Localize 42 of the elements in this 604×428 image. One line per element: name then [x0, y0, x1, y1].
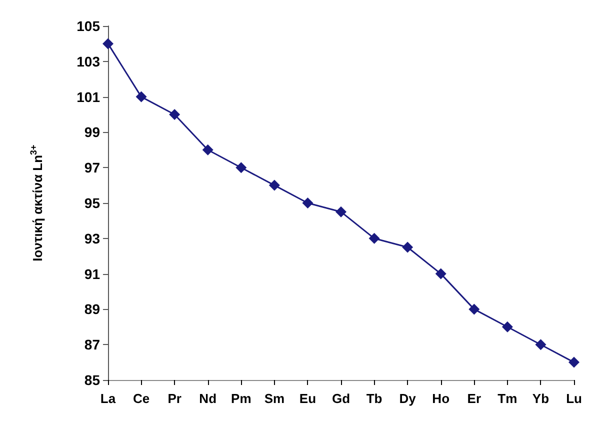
point — [202, 144, 214, 156]
y-tick-label: 89 — [84, 301, 100, 318]
point — [402, 242, 414, 253]
point — [568, 356, 580, 368]
y-tick-label: 93 — [84, 230, 100, 246]
y-tick-label: 85 — [84, 372, 100, 388]
point — [236, 162, 247, 174]
x-tick-label: Yb — [532, 391, 550, 406]
y-tick-label: 87 — [84, 336, 100, 353]
point — [368, 232, 380, 244]
y-tick-label: 99 — [84, 124, 100, 140]
y-axis-title: Ιοντική ακτίνα Ln3+ — [28, 144, 45, 262]
x-tick-label: Tb — [366, 391, 382, 406]
point — [468, 304, 480, 315]
x-tick-label: Eu — [299, 391, 316, 406]
point — [302, 198, 314, 208]
x-tick-label: Ho — [432, 391, 450, 406]
y-tick-label: 103 — [76, 53, 100, 70]
x-tick-label: Pr — [168, 391, 182, 406]
x-tick-label: Nd — [199, 391, 217, 406]
y-tick-label: 95 — [84, 195, 100, 211]
point — [268, 180, 280, 191]
point — [136, 91, 147, 102]
x-tick-label: Lu — [566, 391, 582, 406]
x-tick-label: Ce — [132, 391, 150, 406]
x-tick-label: Sm — [264, 391, 285, 406]
point — [435, 268, 446, 280]
point — [535, 339, 546, 350]
y-tick-label: 105 — [76, 18, 100, 34]
x-tick-label: Tm — [498, 391, 518, 406]
y-tick-label: 91 — [84, 266, 100, 282]
x-tick-label: Gd — [332, 391, 350, 406]
point — [102, 38, 114, 50]
point — [336, 206, 346, 218]
point — [502, 321, 513, 332]
y-tick-label: 97 — [84, 160, 100, 176]
x-tick-label: Er — [467, 391, 482, 406]
point — [169, 109, 180, 120]
x-tick-label: Pm — [231, 391, 252, 406]
x-tick-label: Dy — [399, 391, 417, 406]
x-tick-label: La — [100, 391, 116, 406]
y-tick-label: 101 — [76, 88, 100, 105]
